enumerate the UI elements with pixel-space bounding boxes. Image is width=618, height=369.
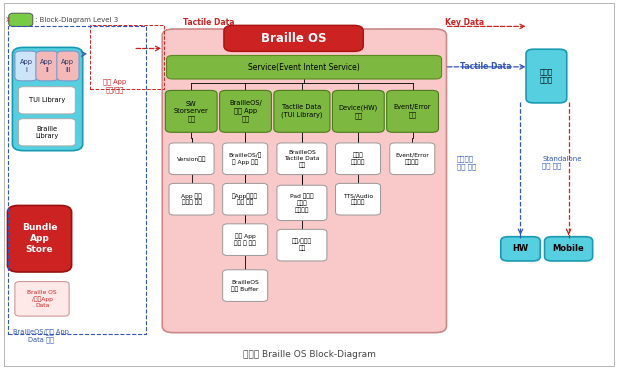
Text: 송수신
데이터: 송수신 데이터 — [540, 69, 553, 83]
Text: Tactile Data
(TUI Library): Tactile Data (TUI Library) — [281, 104, 323, 118]
Text: x: x — [6, 15, 10, 24]
FancyBboxPatch shape — [15, 51, 37, 81]
FancyBboxPatch shape — [332, 90, 384, 132]
Text: BrailleOS/응
용 App 실행: BrailleOS/응 용 App 실행 — [229, 152, 262, 165]
Text: App
II: App II — [40, 59, 53, 73]
FancyBboxPatch shape — [387, 90, 439, 132]
FancyBboxPatch shape — [526, 49, 567, 103]
Text: Service(Event Intent Service): Service(Event Intent Service) — [248, 63, 360, 72]
FancyBboxPatch shape — [544, 237, 593, 261]
FancyBboxPatch shape — [169, 143, 214, 175]
FancyBboxPatch shape — [166, 90, 217, 132]
Text: 스마트폰
연동 모드: 스마트폰 연동 모드 — [457, 155, 476, 169]
Text: Bundle
App
Store: Bundle App Store — [22, 223, 57, 254]
FancyBboxPatch shape — [15, 282, 69, 316]
Text: : Block-Diagram Level 3: : Block-Diagram Level 3 — [35, 17, 118, 23]
Text: Version관리: Version관리 — [177, 156, 206, 162]
Text: 앱App업데이
트기 관리: 앱App업데이 트기 관리 — [232, 193, 258, 206]
FancyBboxPatch shape — [501, 237, 540, 261]
Text: Braille OS
/응용App
Data: Braille OS /응용App Data — [27, 290, 57, 308]
Text: Mobile: Mobile — [552, 244, 585, 254]
Text: 응용 App
저장 및 관리: 응용 App 저장 및 관리 — [234, 233, 256, 246]
Text: BrailleOS/응용 App
Data 요청: BrailleOS/응용 App Data 요청 — [13, 329, 69, 343]
FancyBboxPatch shape — [167, 55, 442, 79]
Text: BrailleOS
Tactile Data
생성: BrailleOS Tactile Data 생성 — [284, 150, 320, 168]
Text: App 설치
리스트 관리: App 설치 리스트 관리 — [181, 193, 202, 206]
Text: HW: HW — [512, 244, 528, 254]
Text: SW
Storserver
관리: SW Storserver 관리 — [174, 100, 209, 122]
Text: Tactile Data: Tactile Data — [182, 18, 234, 27]
FancyBboxPatch shape — [390, 143, 435, 175]
Text: App
I: App I — [20, 59, 33, 73]
Text: Key Data: Key Data — [445, 18, 484, 27]
FancyBboxPatch shape — [222, 183, 268, 215]
Text: 입출력
컨트롤러: 입출력 컨트롤러 — [351, 152, 365, 165]
Text: Device(HW)
관리: Device(HW) 관리 — [339, 104, 378, 119]
Text: Braille OS: Braille OS — [261, 32, 326, 45]
FancyBboxPatch shape — [336, 143, 381, 175]
FancyBboxPatch shape — [19, 87, 75, 114]
FancyBboxPatch shape — [169, 183, 214, 215]
Text: Braille
Library: Braille Library — [35, 125, 59, 139]
Text: Event/Error
관리: Event/Error 관리 — [394, 104, 431, 118]
Text: 복합형 Braille OS Block-Diagram: 복합형 Braille OS Block-Diagram — [242, 350, 376, 359]
Text: TTS/Audio
컨트롤러: TTS/Audio 컨트롤러 — [343, 193, 373, 205]
FancyBboxPatch shape — [336, 183, 381, 215]
Text: App
III: App III — [61, 59, 74, 73]
Text: TUI Library: TUI Library — [29, 97, 65, 103]
FancyBboxPatch shape — [12, 47, 83, 151]
Text: 응용 App
실행/관리: 응용 App 실행/관리 — [103, 79, 126, 93]
FancyBboxPatch shape — [57, 51, 79, 81]
FancyBboxPatch shape — [7, 206, 72, 272]
FancyBboxPatch shape — [277, 143, 327, 175]
FancyBboxPatch shape — [277, 185, 327, 221]
FancyBboxPatch shape — [163, 29, 446, 332]
Text: BrailleOS/
응용 App
관리: BrailleOS/ 응용 App 관리 — [229, 100, 262, 123]
Text: Event/Error
스케줄링: Event/Error 스케줄링 — [396, 153, 430, 165]
Text: Tactile Data: Tactile Data — [460, 62, 512, 70]
FancyBboxPatch shape — [219, 90, 271, 132]
FancyBboxPatch shape — [222, 143, 268, 175]
FancyBboxPatch shape — [277, 230, 327, 261]
FancyBboxPatch shape — [222, 224, 268, 255]
FancyBboxPatch shape — [222, 270, 268, 301]
Text: Pad 배터리
효율성
컨트롤러: Pad 배터리 효율성 컨트롤러 — [290, 193, 314, 213]
Text: Standalone
동작 모드: Standalone 동작 모드 — [542, 156, 582, 169]
FancyBboxPatch shape — [9, 13, 33, 27]
FancyBboxPatch shape — [274, 90, 330, 132]
FancyBboxPatch shape — [19, 119, 75, 146]
Text: 점역/역점역
모듈: 점역/역점역 모듈 — [292, 239, 312, 251]
FancyBboxPatch shape — [36, 51, 58, 81]
Text: BrailleOS
자체 Buffer: BrailleOS 자체 Buffer — [231, 280, 259, 292]
FancyBboxPatch shape — [224, 25, 363, 51]
